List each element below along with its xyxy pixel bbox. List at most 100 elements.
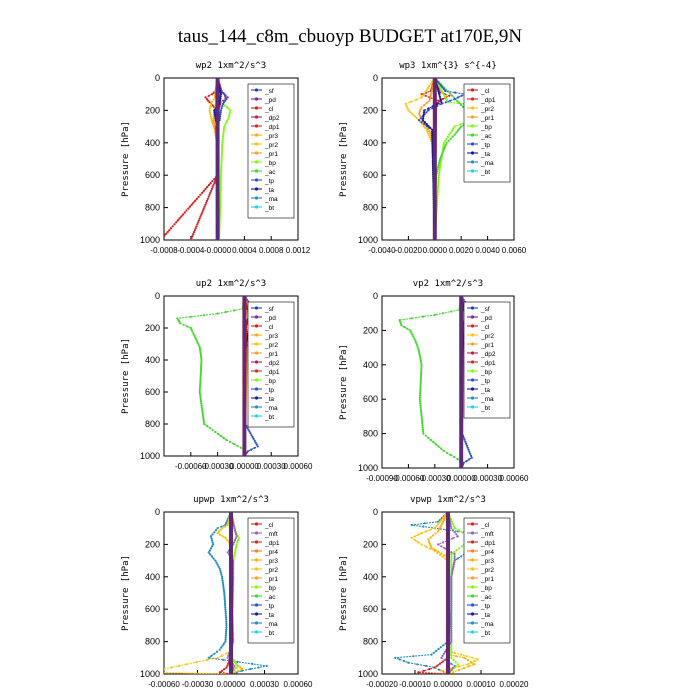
- series-point-ma: [251, 662, 254, 666]
- series-point-ac: [419, 383, 422, 387]
- series-point-ma: [224, 638, 227, 641]
- series-point-ma: [212, 543, 215, 546]
- y-tick-label: 0: [155, 73, 160, 83]
- series-point-bp: [439, 164, 442, 167]
- series-point-ta: [437, 91, 440, 95]
- series-point-mft: [442, 541, 445, 544]
- legend-entry: _pr1: [264, 351, 278, 358]
- series-point-cl: [211, 104, 214, 107]
- series-point-ac: [421, 426, 424, 429]
- series-point-cl: [168, 229, 171, 232]
- series-point-mft: [452, 565, 455, 568]
- series-point-pr3: [432, 534, 435, 537]
- series-point-pr2: [421, 122, 424, 126]
- series-point-ma: [224, 636, 227, 639]
- series-point-bp: [225, 121, 228, 124]
- series-point-tp: [420, 121, 423, 124]
- series-point-bp: [437, 183, 440, 187]
- legend-entry: _pr3: [264, 133, 278, 140]
- series-point-pr2: [415, 98, 418, 101]
- series-point-ac: [413, 337, 416, 340]
- series-point-ac: [419, 388, 422, 391]
- series-point-mft: [450, 613, 453, 617]
- legend-marker-ma: [254, 621, 259, 625]
- series-point-bp: [450, 556, 453, 560]
- series-point-ac: [199, 400, 203, 403]
- series-point-ac: [420, 363, 423, 366]
- series-point-ac: [449, 137, 452, 140]
- legend-marker-cl: [470, 88, 475, 92]
- x-tick-label: 0.00000: [217, 680, 246, 689]
- series-point-pr2: [428, 136, 431, 139]
- series-point-pr2: [466, 663, 469, 666]
- series-point-ac: [445, 141, 448, 144]
- series-point-ac: [419, 359, 422, 362]
- series-point-pr2: [424, 530, 428, 533]
- series-point-mft: [452, 563, 455, 566]
- legend-marker-mft: [254, 531, 259, 535]
- series-point-tp: [221, 102, 225, 105]
- series-point-bp: [220, 170, 223, 173]
- y-tick-label: 400: [145, 355, 160, 365]
- series-point-tp: [468, 458, 471, 461]
- legend-marker-ma: [470, 621, 475, 625]
- series-point-ac: [419, 390, 422, 393]
- legend-entry: _bp: [480, 585, 492, 592]
- panel-title: wp2 1xm^2/s^3: [196, 61, 266, 71]
- series-point-bp: [222, 129, 225, 132]
- series-point-ac: [201, 407, 204, 410]
- series-point-dp1: [226, 96, 229, 99]
- series-point-bp: [448, 133, 451, 136]
- series-point-mft: [456, 535, 459, 538]
- series-point-ac: [418, 398, 421, 401]
- series-point-ma: [222, 642, 226, 645]
- series-point-ac: [442, 149, 445, 152]
- series-point-bp: [446, 135, 450, 138]
- series-point-ac: [214, 430, 217, 434]
- legend-entry: _tp: [480, 378, 490, 385]
- series-point-ma: [439, 646, 442, 649]
- y-tick-label: 200: [363, 105, 378, 115]
- series-point-bp: [221, 145, 224, 148]
- series-point-pr2: [406, 107, 409, 110]
- series-point-bp: [452, 551, 455, 554]
- legend: _sf _pd _cl _dp2 _dp1 _pr3 _pr2 _pr1 _bp _ac _tp _t…: [247, 83, 295, 219]
- series-point-ma: [460, 555, 463, 558]
- series-point-ac: [189, 315, 192, 318]
- legend-entry: _pr2: [480, 333, 494, 340]
- series-point-ta: [436, 88, 439, 91]
- legend-entry: _ac: [264, 169, 276, 176]
- series-point-pr3: [438, 528, 441, 531]
- series-point-bp: [454, 661, 457, 664]
- series-point-bp: [220, 164, 223, 167]
- series-point-dp1: [200, 213, 203, 216]
- series-point-bp: [235, 662, 238, 666]
- legend-marker-ta: [470, 387, 475, 391]
- series-point-ma: [424, 664, 428, 668]
- series-point-pr1: [425, 101, 428, 104]
- series-point-bp: [222, 127, 226, 130]
- series-point-pr1: [213, 124, 216, 128]
- series-point-ac: [201, 411, 204, 414]
- series-point-cl: [211, 180, 214, 183]
- series-point-ma: [422, 525, 425, 528]
- y-tick-label: 400: [363, 360, 378, 370]
- series-point-ta: [422, 115, 425, 118]
- legend-marker-mft: [470, 531, 475, 535]
- series-point-mft: [451, 569, 454, 572]
- series-point-ma: [224, 632, 228, 635]
- series-point-tp: [249, 432, 252, 435]
- chart-panels: wp2 1xm^2/s^3 Pressure [hPa] 0 200 400 600 800…: [121, 61, 529, 689]
- series-point-pr2: [413, 535, 417, 538]
- series-point-bp: [237, 536, 240, 540]
- series-point-ac: [211, 428, 214, 432]
- series-point-ta: [219, 95, 222, 98]
- series-point-ta: [438, 95, 441, 98]
- series-point-ta: [429, 126, 432, 129]
- series-point-ac: [199, 394, 202, 397]
- series-point-mft: [449, 525, 452, 528]
- series-point-tp: [449, 99, 452, 102]
- series-point-tp: [221, 105, 224, 108]
- series-point-bp: [219, 191, 222, 194]
- series-point-cl: [225, 666, 228, 669]
